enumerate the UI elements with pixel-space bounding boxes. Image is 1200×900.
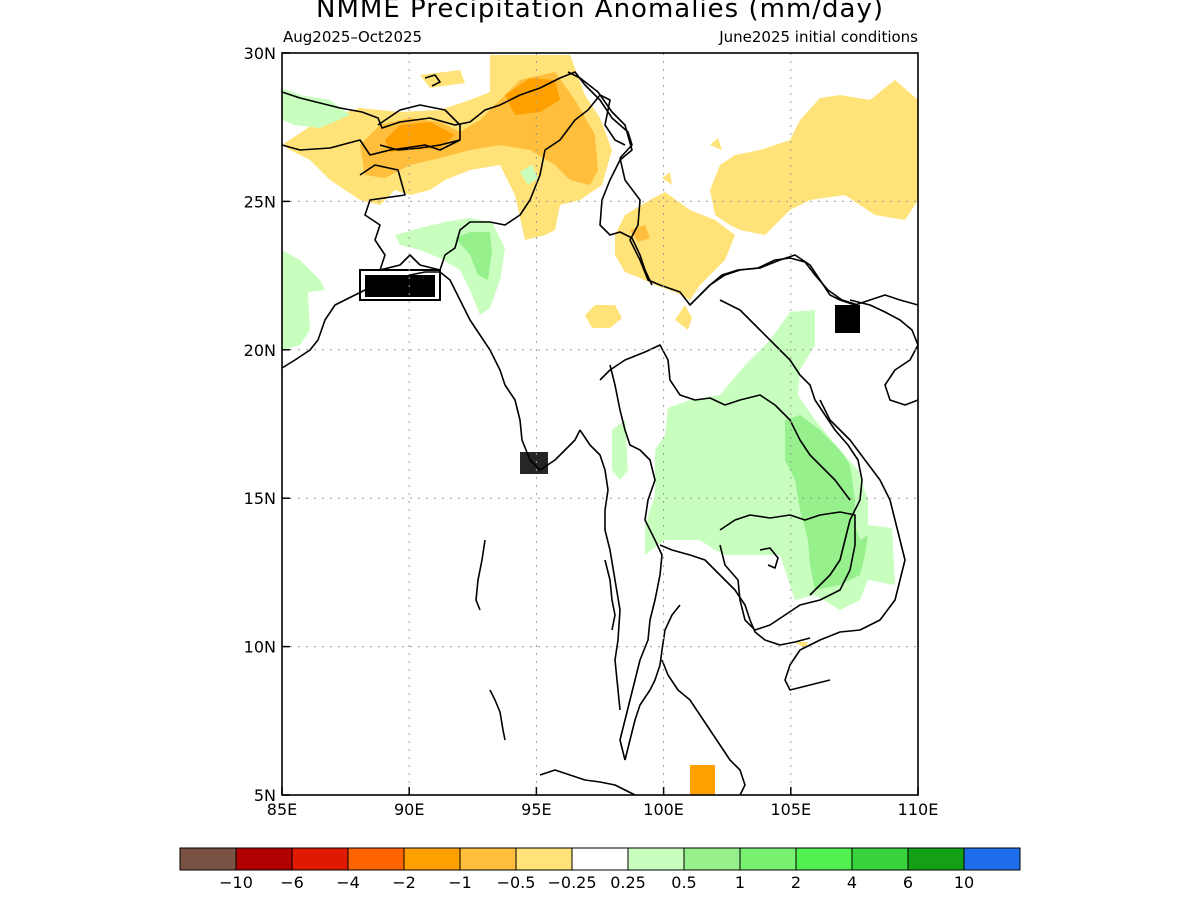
legend-swatch — [907, 847, 965, 871]
legend-swatch — [291, 847, 349, 871]
legend-label: 0.25 — [610, 873, 646, 892]
anomaly-region-tibet-dry-small — [420, 70, 465, 88]
map-grid — [282, 53, 918, 795]
lon-tick-label: 85E — [267, 800, 297, 819]
legend-swatch — [403, 847, 461, 871]
myanmar-east-border — [579, 429, 621, 711]
legend-label: −0.5 — [497, 873, 536, 892]
lat-tick-label: 15N — [244, 489, 276, 508]
china-myanmar-border — [567, 71, 653, 286]
legend-swatch — [851, 847, 909, 871]
legend-label: 0.5 — [671, 873, 696, 892]
cambodia-border — [719, 511, 856, 631]
nepal-south-border — [281, 139, 461, 156]
thailand-north-border — [609, 364, 663, 761]
anomaly-region-laos-vietnam-wet-core — [785, 415, 868, 590]
lon-tick-label: 105E — [770, 800, 811, 819]
laos-vietnam-border — [719, 299, 863, 596]
legend-swatch — [683, 847, 741, 871]
anomaly-region-thailand-wet-west — [612, 420, 628, 480]
legend-label: 10 — [954, 873, 974, 892]
india-nepal-border — [281, 71, 633, 159]
anomaly-region-malaysia-dry — [690, 765, 715, 795]
legend-swatch — [459, 847, 517, 871]
lon-tick-label: 100E — [643, 800, 684, 819]
anomaly-region-manipur-wet — [455, 232, 492, 280]
map-frame — [281, 52, 919, 796]
map-title: NMME Precipitation Anomalies (mm/day) — [316, 0, 884, 24]
legend-swatch — [179, 847, 237, 871]
anomaly-region-gulf-dry — [795, 642, 808, 648]
bangladesh-border — [359, 94, 626, 271]
legend-swatch — [235, 847, 293, 871]
anomaly-region-tibet-dry-core — [505, 78, 560, 115]
andaman-islands — [475, 539, 486, 611]
lat-tick-label: 10N — [244, 638, 276, 657]
anomaly-shading — [282, 55, 918, 795]
legend-label: 6 — [903, 873, 913, 892]
malay-peninsula-east — [661, 659, 746, 796]
legend-swatch — [739, 847, 797, 871]
coastlines-and-borders — [281, 71, 919, 796]
thailand-laos-border — [599, 344, 851, 501]
initial-conditions-label: June2025 initial conditions — [719, 28, 918, 46]
legend-label: −10 — [219, 873, 253, 892]
legend-swatch — [571, 847, 629, 871]
lat-tick-label: 25N — [244, 192, 276, 211]
anomaly-region-east-tibet-dry — [710, 138, 722, 150]
lat-tick-label: 5N — [254, 786, 276, 805]
legend-label: 4 — [847, 873, 857, 892]
lon-tick-label: 95E — [521, 800, 551, 819]
legend-label: −0.25 — [547, 873, 596, 892]
tibet-feature — [424, 74, 441, 87]
legend-swatch — [795, 847, 853, 871]
legend-swatch — [963, 847, 1021, 871]
vietnam-east-coast — [784, 399, 906, 691]
tonle-sap — [759, 547, 779, 569]
anomaly-region-south-china-dry — [710, 80, 918, 235]
lat-tick-label: 20N — [244, 341, 276, 360]
delta-coast — [359, 269, 860, 474]
anomaly-region-assam-wet — [520, 165, 538, 185]
legend-label: −4 — [336, 873, 360, 892]
vietnam-coastline — [849, 299, 919, 406]
legend-label: 2 — [791, 873, 801, 892]
legend-swatch — [627, 847, 685, 871]
forecast-period: Aug2025–Oct2025 — [283, 28, 423, 46]
anomaly-region-northeast-myanmar-dry — [585, 305, 622, 328]
sumatra-coast — [539, 769, 636, 796]
legend-label: −1 — [448, 873, 472, 892]
bengal-coastline — [281, 271, 581, 471]
anomaly-region-sichuan-dry — [662, 172, 672, 185]
lon-tick-label: 110E — [898, 800, 939, 819]
nicobar-islands — [489, 689, 506, 741]
legend-swatch — [347, 847, 405, 871]
longitude-axis: 85E 90E 95E 100E 105E 110E — [267, 787, 939, 819]
malay-peninsula-west — [624, 604, 681, 761]
legend-label: −6 — [280, 873, 304, 892]
color-legend: −10 −6 −4 −2 −1 −0.5 −0.25 0.25 0.5 1 2 4 6 10 — [179, 847, 1021, 892]
mergui-archipelago — [604, 559, 616, 631]
anomaly-region-shan-dry — [675, 305, 692, 330]
gulf-thailand-coastline — [659, 544, 811, 646]
lon-tick-label: 90E — [394, 800, 424, 819]
legend-swatch — [515, 847, 573, 871]
anomaly-region-northwest-coast-wet — [282, 250, 325, 350]
legend-label: 1 — [735, 873, 745, 892]
lat-tick-label: 30N — [244, 44, 276, 63]
anomaly-region-himalaya-dry-core — [385, 122, 455, 152]
latitude-axis: 5N 10N 15N 20N 25N 30N — [244, 44, 290, 805]
legend-label: −2 — [392, 873, 416, 892]
china-laos-border — [699, 257, 859, 306]
